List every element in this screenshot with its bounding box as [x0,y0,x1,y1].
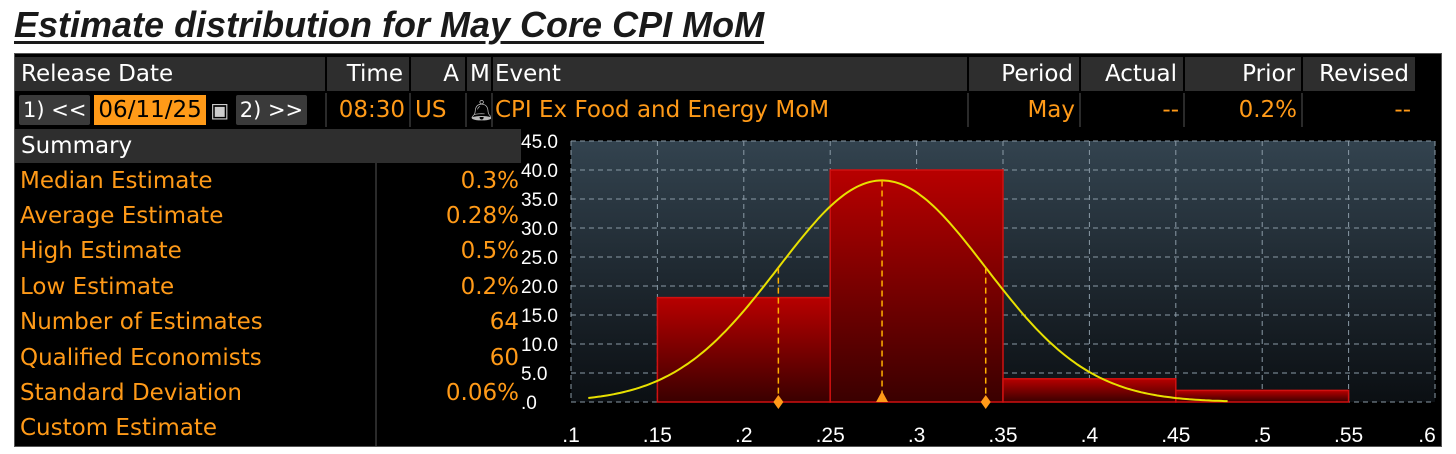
x-tick-label: .2 [735,424,753,446]
summary-row: Low Estimate 0.2% [15,269,521,305]
y-tick-label: 40.0 [521,161,558,182]
terminal-panel: Release Date Time A M Event Period Actua… [14,53,1442,447]
x-tick-label: .15 [643,424,672,446]
sd-marker [980,395,991,409]
alert-toggle[interactable]: 🔔︎ [467,93,493,127]
y-tick-label: 10.0 [521,335,558,356]
summary-row: Number of Estimates 64 [15,304,521,340]
histogram-bar [829,169,1004,403]
col-revised[interactable]: Revised [1303,57,1415,91]
col-event[interactable]: Event [493,57,969,91]
summary-heading: Summary [15,129,521,163]
x-tick-label: .35 [988,424,1017,446]
col-actual[interactable]: Actual [1081,57,1185,91]
x-tick-label: .25 [816,424,845,446]
summary-row: Median Estimate 0.3% [15,163,521,199]
y-tick-label: 20.0 [521,277,558,298]
summary-value: 0.06% [445,380,519,407]
x-tick-label: .5 [1253,424,1271,446]
event-revised: -- [1303,93,1415,127]
x-tick-label: .45 [1161,424,1190,446]
prev-date-button[interactable]: 1) << [19,95,91,125]
histogram-bar [656,296,831,403]
summary-label: Qualified Economists [15,339,377,376]
summary-label: Low Estimate [15,269,377,305]
x-tick-label: .1 [562,424,580,446]
y-tick-label: 45.0 [521,132,558,153]
col-a[interactable]: A [411,57,467,91]
date-navigator: 1) << 06/11/25 ▣ 2) >> [15,93,327,127]
event-name[interactable]: CPI Ex Food and Energy MoM [493,93,969,127]
next-date-button[interactable]: 2) >> [235,95,308,125]
summary-row: Custom Estimate [15,410,521,447]
summary-label: Number of Estimates [15,304,377,340]
y-tick-label: 30.0 [521,219,558,240]
page-title: Estimate distribution for May Core CPI M… [14,4,765,45]
event-row[interactable]: 1) << 06/11/25 ▣ 2) >> 08:30 US 🔔︎ CPI E… [15,93,1441,127]
col-m[interactable]: M [467,57,493,91]
summary-label: Custom Estimate [15,410,377,447]
histogram-bar [1175,389,1350,403]
event-time: 08:30 [327,93,411,127]
summary-label: High Estimate [15,233,377,270]
bell-icon[interactable]: 🔔︎ [469,98,493,122]
event-actual: -- [1081,93,1185,127]
summary-row: Qualified Economists 60 [15,339,521,376]
col-release-date[interactable]: Release Date [15,57,327,91]
y-tick-label: 35.0 [521,190,558,211]
col-time[interactable]: Time [327,57,411,91]
summary-label: Average Estimate [15,198,377,234]
event-prior: 0.2% [1185,93,1303,127]
summary-row: Average Estimate 0.28% [15,198,521,234]
event-period: May [969,93,1081,127]
summary-value: 0.3% [460,167,519,194]
summary-row: Standard Deviation 0.06% [15,375,521,411]
estimate-distribution-chart: .0 5.0 10.0 15.0 20.0 25.0 30.0 35.0 40.0 45.0 .1.… [521,132,1436,446]
x-tick-label: .55 [1334,424,1363,446]
y-tick-label: 25.0 [521,248,558,269]
calendar-icon[interactable]: ▣ [210,98,230,122]
col-prior[interactable]: Prior [1185,57,1303,91]
distribution-curve [588,179,1228,403]
col-period[interactable]: Period [969,57,1081,91]
x-tick-label: .6 [1418,424,1436,446]
y-tick-label: 15.0 [521,306,558,327]
x-tick-label: .3 [908,424,926,446]
summary-value: 0.5% [460,238,519,265]
summary-value: 64 [489,309,519,336]
y-tick-label: 5.0 [521,364,547,385]
histogram-bar [1002,378,1177,403]
y-tick-label: .0 [521,393,537,414]
date-input[interactable]: 06/11/25 [94,95,206,125]
header-row: Release Date Time A M Event Period Actua… [15,57,1441,91]
summary-panel: Summary Median Estimate 0.3% Average Estim… [15,129,521,447]
sd-marker [773,395,784,409]
x-tick-label: .4 [1081,424,1099,446]
event-country: US [411,93,467,127]
summary-value: 0.2% [460,273,519,300]
summary-value: 0.28% [445,203,519,230]
summary-label: Median Estimate [15,163,377,199]
summary-label: Standard Deviation [15,375,377,411]
mean-marker [876,391,889,402]
summary-value: 60 [489,344,519,371]
summary-row: High Estimate 0.5% [15,233,521,270]
